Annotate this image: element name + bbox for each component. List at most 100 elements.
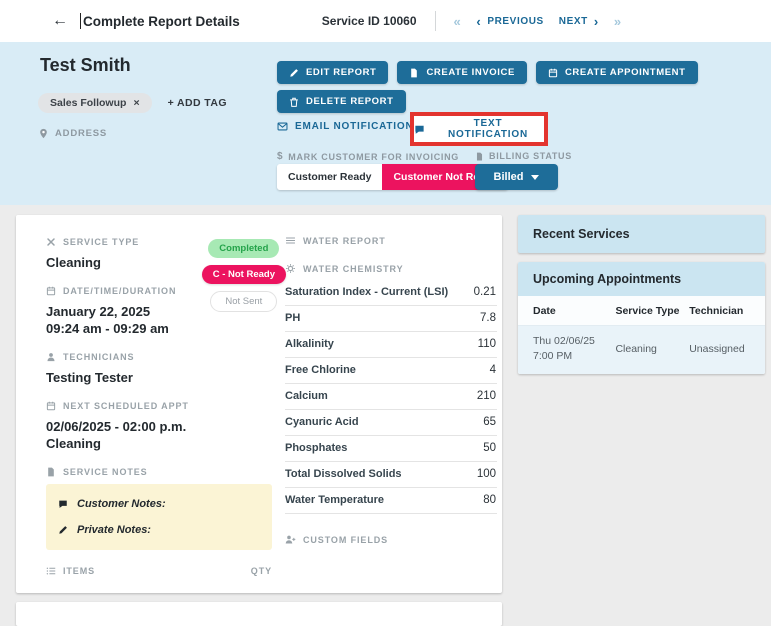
address-link[interactable]: ADDRESS [38,128,107,139]
qty-label: QTY [250,566,272,576]
next-section-card [16,602,502,626]
water-chemistry-label: WATER CHEMISTRY [285,263,497,274]
trash-icon [289,97,299,107]
water-chemistry-row: Free Chlorine 4 [285,358,497,384]
text-notification-link[interactable]: TEXT NOTIFICATION [414,118,544,140]
pencil-icon [58,525,68,535]
action-buttons-row: EDIT REPORT CREATE INVOICE CREATE APPOIN… [277,61,698,84]
create-invoice-button[interactable]: CREATE INVOICE [397,61,527,84]
service-time: 09:24 am - 09:29 am [46,321,169,336]
water-chemistry-row: Water Temperature 80 [285,488,497,514]
service-type-block: SERVICE TYPE Cleaning [46,237,274,271]
customer-notes-row: Customer Notes: [58,498,260,510]
status-badge-not-ready: C - Not Ready [201,265,286,284]
report-summary-column: Completed C - Not Ready Not Sent SERVICE… [46,237,286,583]
calendar-icon [46,401,56,411]
customer-name: Test Smith [40,55,131,75]
list-icon [46,566,56,576]
chevron-right-icon: › [593,13,599,29]
first-report-button[interactable]: « [453,13,462,29]
upcoming-appointments-card: Upcoming Appointments Date Service Type … [518,262,765,374]
gear-icon [285,263,296,274]
upcoming-appointments-title: Upcoming Appointments [533,272,682,286]
water-report-column: WATER REPORT WATER CHEMISTRY Saturation … [285,235,497,545]
column-technician: Technician [689,305,744,317]
service-notes-block: SERVICE NOTES Customer Notes: Private No… [46,467,274,550]
annotation-highlight-box: TEXT NOTIFICATION [410,112,548,146]
remove-tag-icon[interactable]: × [133,97,140,109]
customer-tag[interactable]: Sales Followup × [38,93,152,113]
envelope-icon [277,121,288,132]
notes-doc-icon [46,467,56,477]
appointments-table-header: Date Service Type Technician [518,296,765,326]
report-card: Completed C - Not Ready Not Sent SERVICE… [16,215,502,593]
items-label: ITEMS [46,566,95,576]
private-notes-row: Private Notes: [58,524,260,536]
water-chemistry-row: Saturation Index - Current (LSI) 0.21 [285,280,497,306]
delete-button-row: DELETE REPORT [277,90,406,113]
recent-services-card[interactable]: Recent Services [518,215,765,253]
person-plus-icon [285,534,296,545]
next-report-button[interactable]: NEXT › [558,13,599,29]
service-date: January 22, 2025 [46,304,151,319]
water-chemistry-row: Calcium 210 [285,384,497,410]
page-title: Complete Report Details [83,13,240,29]
previous-report-button[interactable]: ‹ PREVIOUS [476,13,544,29]
next-appt-type: Cleaning [46,436,101,451]
chat-bubble-icon [58,499,68,509]
last-report-button[interactable]: » [613,13,622,29]
back-button[interactable]: ← [52,12,68,29]
delete-report-button[interactable]: DELETE REPORT [277,90,406,113]
top-bar: ← Complete Report Details Service ID 100… [0,0,771,42]
person-icon [46,352,56,362]
service-notes-label: SERVICE NOTES [46,467,274,477]
calendar-icon [548,68,558,78]
text-cursor [80,13,81,29]
email-notification-link[interactable]: EMAIL NOTIFICATION [277,121,413,132]
next-appt-datetime: 02/06/2025 - 02:00 p.m. [46,419,187,434]
water-chemistry-row: Cyanuric Acid 65 [285,410,497,436]
service-id: Service ID 10060 [321,14,417,28]
tools-icon [46,237,56,247]
sidebar: Recent Services Upcoming Appointments Da… [518,215,765,374]
column-date: Date [533,305,556,317]
pencil-icon [289,68,299,78]
datetime-label: DATE/TIME/DURATION [46,286,274,296]
water-chemistry-row: PH 7.8 [285,306,497,332]
water-chemistry-row: Alkalinity 110 [285,332,497,358]
mark-customer-label: $ MARK CUSTOMER FOR INVOICING [277,151,460,162]
service-notes-box: Customer Notes: Private Notes: [46,484,272,550]
calendar-icon [46,286,56,296]
appointment-technician: Unassigned [689,342,745,355]
water-chemistry-row: Total Dissolved Solids 100 [285,462,497,488]
appointment-service-type: Cleaning [615,342,657,355]
appointment-row[interactable]: Thu 02/06/25 7:00 PM Cleaning Unassigned [518,326,765,374]
location-pin-icon [38,128,49,139]
water-chemistry-row: Phosphates 50 [285,436,497,462]
service-type-label: SERVICE TYPE [46,237,274,247]
add-tag-button[interactable]: + ADD TAG [167,97,227,109]
custom-fields-label: CUSTOM FIELDS [285,534,497,545]
datetime-block: DATE/TIME/DURATION January 22, 2025 09:2… [46,286,274,337]
technicians-label: TECHNICIANS [46,352,274,362]
dollar-icon: $ [277,151,284,162]
items-header-row: ITEMS QTY [46,566,272,583]
technicians-block: TECHNICIANS Testing Tester [46,352,274,386]
invoicing-segmented-control: Customer Ready Customer Not Ready [277,164,509,190]
appointment-date: Thu 02/06/25 7:00 PM [533,335,595,362]
billing-status-label: BILLING STATUS [475,151,572,161]
technician-name: Testing Tester [46,370,133,385]
service-type-value: Cleaning [46,255,101,270]
edit-report-button[interactable]: EDIT REPORT [277,61,389,84]
column-service-type: Service Type [615,305,680,317]
upcoming-appointments-header: Upcoming Appointments [518,262,765,296]
invoice-icon [409,68,419,78]
create-appointment-button[interactable]: CREATE APPOINTMENT [535,61,698,84]
next-appt-label: NEXT SCHEDULED APPT [46,401,274,411]
water-report-label: WATER REPORT [285,235,497,246]
billing-status-dropdown[interactable]: Billed [475,164,558,190]
status-badges: Completed C - Not Ready Not Sent [201,239,286,312]
customer-ready-button[interactable]: Customer Ready [277,164,383,190]
chat-bubble-icon [414,124,425,135]
